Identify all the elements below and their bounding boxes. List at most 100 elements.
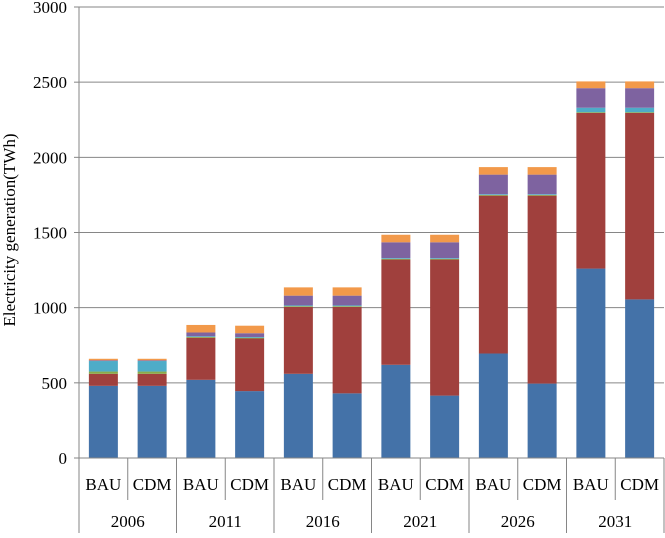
y-tick-label: 0 bbox=[59, 449, 68, 468]
bar-segment bbox=[283, 306, 313, 307]
group-label: 2016 bbox=[306, 512, 340, 531]
bar-segment bbox=[430, 258, 460, 259]
bar-segment bbox=[88, 360, 118, 362]
bar-segment bbox=[625, 112, 655, 300]
bar-segment bbox=[576, 81, 606, 89]
bar-segment bbox=[430, 242, 460, 259]
category-label: BAU bbox=[475, 475, 511, 494]
y-tick-label: 1500 bbox=[33, 224, 67, 243]
bar-segment bbox=[576, 268, 606, 458]
bar-segment bbox=[527, 383, 557, 458]
bars bbox=[88, 81, 655, 458]
bar-segment bbox=[137, 361, 167, 372]
bar-segment bbox=[430, 259, 460, 396]
bar-segment bbox=[381, 258, 411, 260]
bar-segment bbox=[430, 234, 460, 243]
bar-segment bbox=[186, 336, 216, 338]
y-tick-label: 2500 bbox=[33, 73, 67, 92]
bar-segment bbox=[332, 295, 362, 306]
bar-segment bbox=[527, 195, 557, 384]
bar-segment bbox=[283, 287, 313, 296]
bar-segment bbox=[235, 325, 265, 334]
bar-segment bbox=[430, 258, 460, 260]
bar-segment bbox=[381, 234, 411, 243]
bar-segment bbox=[283, 306, 313, 374]
category-label: CDM bbox=[133, 475, 172, 494]
bar-segment bbox=[576, 112, 606, 269]
bar-segment bbox=[137, 358, 167, 361]
bar-segment bbox=[478, 174, 508, 195]
bar-segment bbox=[186, 332, 216, 337]
bar-segment bbox=[625, 107, 655, 113]
bar-segment bbox=[576, 88, 606, 108]
category-label: BAU bbox=[85, 475, 121, 494]
bar-segment bbox=[137, 373, 167, 386]
bar-segment bbox=[186, 324, 216, 333]
bar-segment bbox=[576, 112, 606, 113]
bar-segment bbox=[625, 88, 655, 108]
bar-segment bbox=[332, 305, 362, 307]
bar-segment bbox=[332, 287, 362, 296]
category-label: CDM bbox=[328, 475, 367, 494]
bar-segment bbox=[235, 391, 265, 458]
bar-segment bbox=[625, 81, 655, 89]
bar-segment bbox=[88, 358, 118, 361]
bar-segment bbox=[88, 371, 118, 374]
category-label: CDM bbox=[620, 475, 659, 494]
bar-segment bbox=[235, 338, 265, 392]
bar-segment bbox=[186, 337, 216, 380]
bar-segment bbox=[283, 305, 313, 307]
bar-segment bbox=[625, 112, 655, 113]
bar-segment bbox=[381, 259, 411, 365]
bar-segment bbox=[527, 194, 557, 196]
gridlines bbox=[79, 6, 664, 459]
group-label: 2031 bbox=[598, 512, 632, 531]
bar-segment bbox=[478, 167, 508, 175]
category-label: BAU bbox=[183, 475, 219, 494]
category-label: CDM bbox=[425, 475, 464, 494]
y-tick-label: 500 bbox=[42, 374, 68, 393]
bar-segment bbox=[332, 393, 362, 458]
bar-segment bbox=[478, 195, 508, 354]
bar-segment bbox=[235, 336, 265, 338]
bar-segment bbox=[88, 361, 118, 372]
group-label: 2026 bbox=[501, 512, 535, 531]
category-label: CDM bbox=[230, 475, 269, 494]
bar-segment bbox=[283, 373, 313, 458]
bar-segment bbox=[88, 385, 118, 458]
bar-segment bbox=[235, 337, 265, 339]
y-tick-label: 3000 bbox=[33, 0, 67, 17]
group-label: 2011 bbox=[209, 512, 242, 531]
bar-segment bbox=[332, 306, 362, 394]
category-label: BAU bbox=[573, 475, 609, 494]
bar-segment bbox=[332, 306, 362, 307]
bar-segment bbox=[381, 258, 411, 259]
group-label: 2021 bbox=[403, 512, 437, 531]
bar-segment bbox=[137, 385, 167, 458]
group-label: 2006 bbox=[111, 512, 145, 531]
axes: 0 500 1000 1500 2000 2500 3000 BAU CDM BAU CDM BAU C… bbox=[33, 0, 665, 533]
bar-segment bbox=[186, 336, 216, 337]
category-label: BAU bbox=[378, 475, 414, 494]
bar-segment bbox=[186, 379, 216, 458]
y-axis-title: Electricity generation(TWh) bbox=[0, 133, 19, 326]
bar-segment bbox=[430, 395, 460, 458]
bar-segment bbox=[478, 353, 508, 458]
bar-segment bbox=[527, 194, 557, 195]
bar-segment bbox=[137, 360, 167, 362]
bar-segment bbox=[137, 371, 167, 374]
bar-segment bbox=[235, 333, 265, 337]
bar-segment bbox=[576, 107, 606, 113]
bar-segment bbox=[527, 167, 557, 175]
bar-segment bbox=[381, 364, 411, 458]
category-label: CDM bbox=[523, 475, 562, 494]
bar-segment bbox=[381, 242, 411, 259]
y-tick-label: 2000 bbox=[33, 148, 67, 167]
bar-segment bbox=[478, 194, 508, 196]
bar-segment bbox=[625, 299, 655, 458]
y-tick-label: 1000 bbox=[33, 299, 67, 318]
bar-segment bbox=[283, 295, 313, 306]
category-label: BAU bbox=[280, 475, 316, 494]
